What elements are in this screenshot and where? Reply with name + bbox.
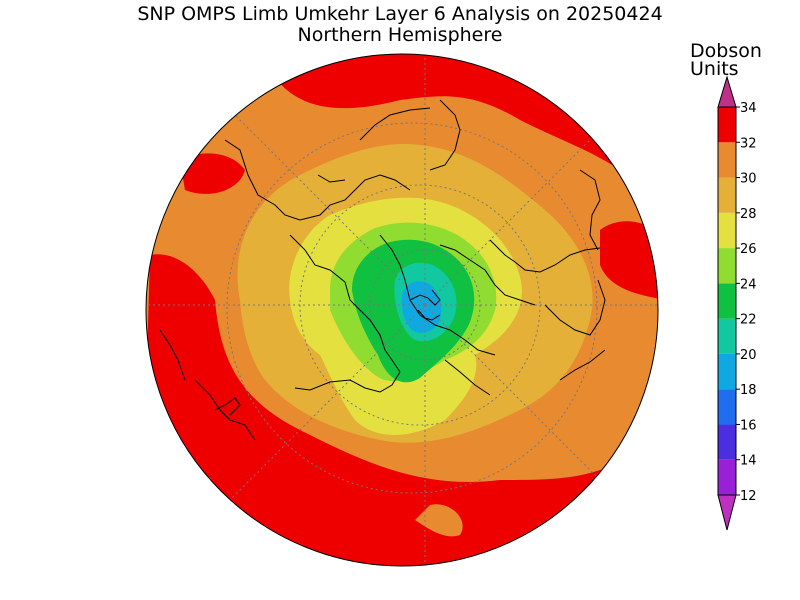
coastlines xyxy=(159,99,606,441)
graticule xyxy=(146,54,658,566)
colorbar-segment xyxy=(718,107,736,143)
map-boundary xyxy=(145,53,659,567)
map-subtitle: Northern Hemisphere xyxy=(297,24,503,46)
colorbar: 12 14 16 18 20 22 24 26 28 30 32 34 xyxy=(717,75,757,531)
colorbar-tick-label: 22 xyxy=(740,313,757,328)
colorbar-tick-label: 32 xyxy=(740,136,757,151)
colorbar-tick-label: 34 xyxy=(740,101,757,116)
colorbar-tick-label: 12 xyxy=(740,489,757,504)
colorbar-tick-label: 16 xyxy=(740,418,757,433)
colorbar-tick-label: 14 xyxy=(740,454,757,469)
colorbar-segment xyxy=(718,177,736,213)
colorbar-tick-label: 28 xyxy=(740,207,757,222)
map-title: SNP OMPS Limb Umkehr Layer 6 Analysis on… xyxy=(137,3,663,25)
colorbar-segment xyxy=(718,283,736,319)
units-label-line1: Dobson xyxy=(690,40,762,62)
units-label-line2: Units xyxy=(690,58,739,80)
colorbar-segment xyxy=(718,248,736,284)
band-30-32-notch xyxy=(415,504,463,537)
band-32-34-south xyxy=(146,254,658,566)
colorbar-segment xyxy=(718,212,736,249)
colorbar-segment xyxy=(718,424,736,460)
colorbar-segment xyxy=(718,318,736,354)
colorbar-under-triangle xyxy=(717,494,737,531)
colorbar-tick-label: 24 xyxy=(740,277,757,292)
colorbar-segment xyxy=(718,353,736,390)
colorbar-tick-label: 18 xyxy=(740,383,757,398)
ozone-field xyxy=(146,54,658,566)
colorbar-over-triangle xyxy=(717,75,737,108)
colorbar-segment xyxy=(718,142,736,178)
colorbar-tick-label: 26 xyxy=(740,242,757,257)
colorbar-tick-label: 30 xyxy=(740,172,757,187)
colorbar-segment xyxy=(718,389,736,425)
band-32-34-nw xyxy=(180,153,245,194)
colorbar-segment xyxy=(718,459,736,495)
colorbar-outline xyxy=(717,106,737,496)
colorbar-tick-label: 20 xyxy=(740,348,757,363)
